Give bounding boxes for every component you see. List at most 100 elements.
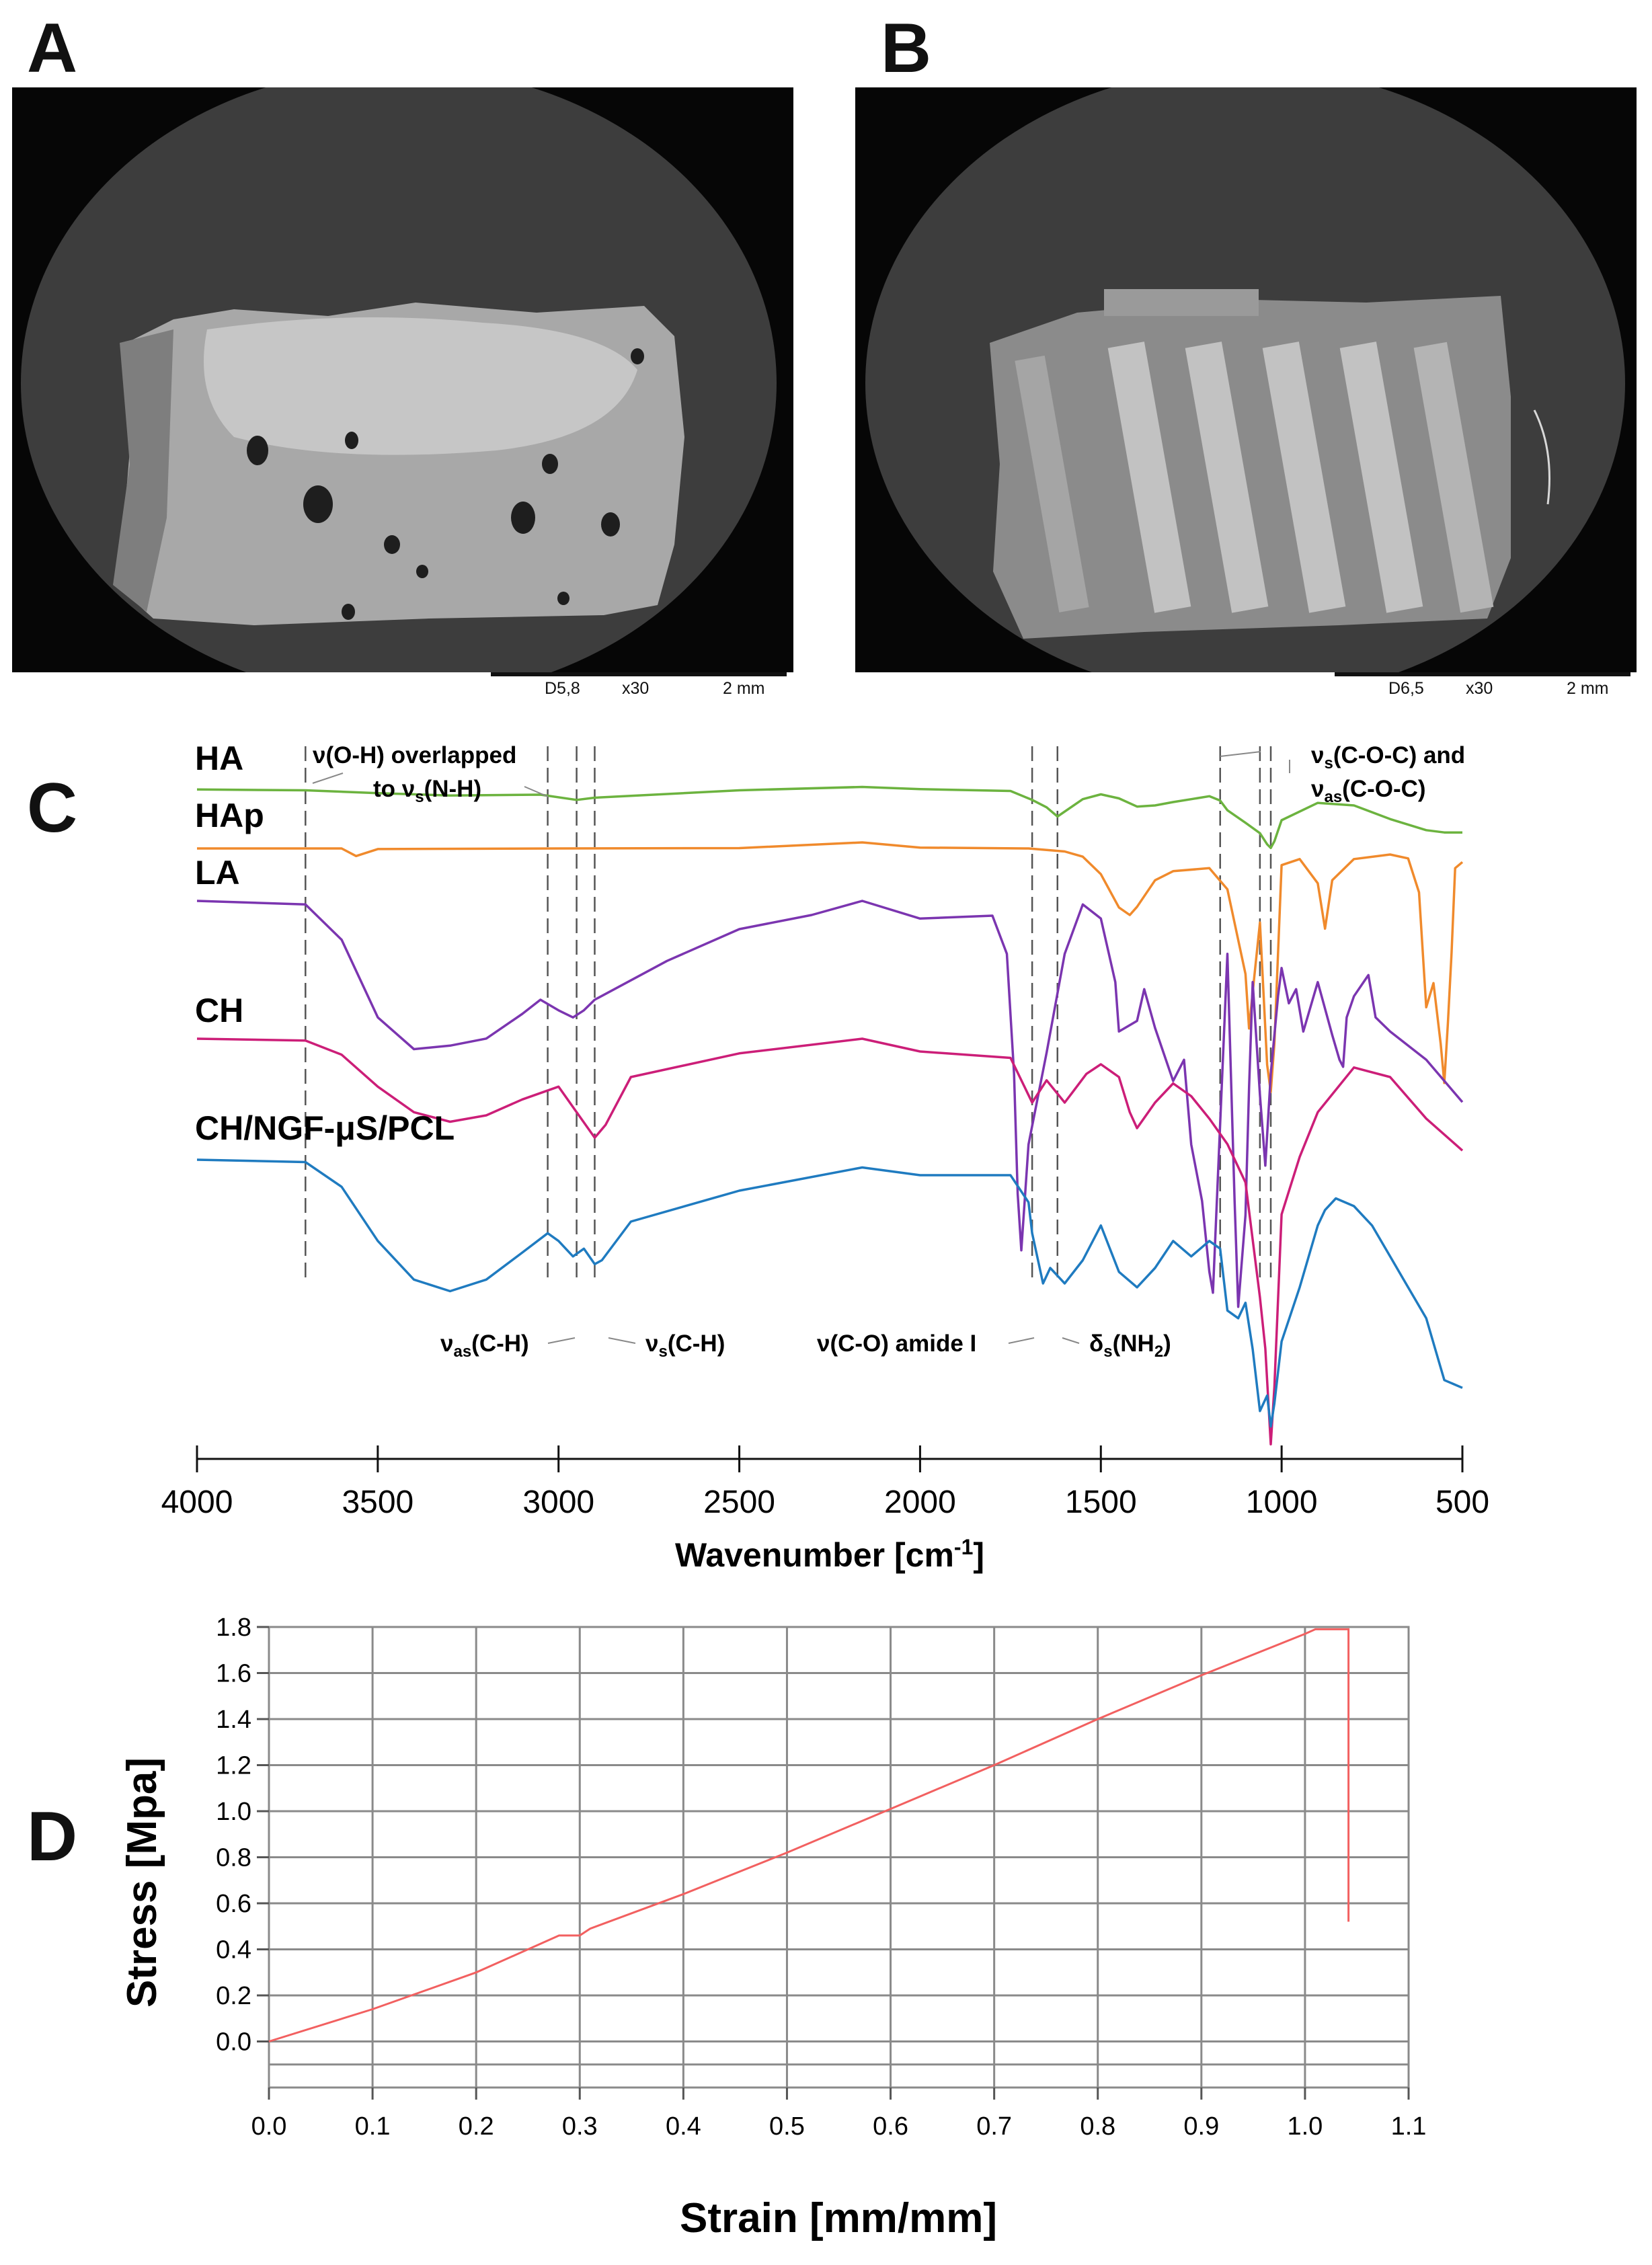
ftir-x-tick-label: 2500 [703, 1484, 775, 1520]
ss-y-tick-label: 0.4 [216, 1936, 251, 1964]
ss-x-tick-label: 0.8 [1080, 2112, 1115, 2141]
series-label-ha: HA [195, 740, 243, 777]
ss-series-line [268, 1628, 1350, 2042]
ss-x-tick-label: 0.4 [666, 2112, 701, 2141]
annotation-ch-s-arrow [608, 1337, 636, 1344]
ftir-xlabel-main: Wavenumber [cm [675, 1536, 954, 1574]
ss-y-tick-label: 0.0 [216, 2028, 251, 2057]
scalebar-b-scale: 2 mm [1567, 679, 1609, 698]
sem-b-art [855, 87, 1637, 672]
annotation-oh-line2-b: (N-H) [424, 776, 482, 802]
ftir-xlabel-sup: -1 [954, 1535, 973, 1559]
annotation-nh2-sub: s [1103, 1343, 1112, 1361]
ss-x-tick-label: 0.3 [562, 2112, 598, 2141]
scalebar-a-code: D5,8 [545, 679, 580, 698]
annotation-ch-as-sub: as [453, 1343, 471, 1361]
ftir-xlabel-end: ] [973, 1536, 984, 1574]
ftir-series-line [196, 1037, 1464, 1446]
scalebar-b-code: D6,5 [1388, 679, 1424, 698]
annotation-coc1-b: (C-O-C) and [1333, 742, 1465, 768]
scalebar-a-bar [491, 672, 787, 676]
panel-label-b: B [881, 9, 932, 87]
series-label-la: LA [195, 854, 240, 891]
ftir-chart: 4000 3500 3000 2500 2000 1500 1000 500 HA HAp L… [161, 740, 1489, 1574]
sem-image-b [855, 87, 1637, 672]
annotation-ch-s: νs(C-H) [645, 1330, 725, 1361]
series-label-ch: CH [195, 992, 243, 1029]
scalebar-a: D5,8 x30 2 mm [491, 672, 787, 698]
annotation-oh-sub: s [415, 788, 424, 806]
ss-x-tick-label: 0.0 [251, 2112, 287, 2141]
ftir-x-tick-label: 500 [1435, 1484, 1489, 1520]
ftir-series-line [196, 900, 1464, 1308]
annotation-coc1-a: ν [1311, 742, 1324, 768]
ftir-x-tick-label: 1000 [1246, 1484, 1318, 1520]
ss-series-group [268, 1628, 1350, 2042]
annotation-nh2-sub2: 2 [1154, 1343, 1163, 1361]
annotation-coc1-sub: s [1324, 754, 1333, 772]
annotation-ch-s-sub: s [658, 1343, 667, 1361]
ss-y-tick-label: 1.4 [216, 1706, 251, 1734]
ss-y-tick-label: 0.2 [216, 1982, 251, 2010]
ftir-series-line [196, 1158, 1463, 1428]
annotation-nh2-a: δ [1089, 1330, 1103, 1357]
annotation-ch-as: νas(C-H) [440, 1330, 529, 1361]
annotation-nh2: δs(NH2) [1089, 1330, 1171, 1361]
scalebar-a-scale: 2 mm [723, 679, 765, 698]
stress-strain-chart: 0.0 0.1 0.2 0.3 0.4 0.5 0.6 0.7 0.8 0.9 1.0 1.1 0.0 0… [119, 1614, 1426, 2241]
annotation-amide-arrow [1008, 1337, 1035, 1344]
ss-x-tick-label: 1.0 [1287, 2112, 1323, 2141]
ss-y-tick-label: 0.8 [216, 1844, 251, 1872]
ftir-x-tick-label: 3000 [522, 1484, 594, 1520]
ss-x-tick-label: 0.2 [459, 2112, 494, 2141]
annotation-amide: ν(C-O) amide I [817, 1330, 976, 1357]
ss-y-tick-label: 1.8 [216, 1614, 251, 1642]
panel-label-a: A [27, 9, 78, 87]
ss-y-axis-label: Stress [Mpa] [119, 1757, 165, 2008]
ftir-series-group [196, 785, 1464, 1446]
ftir-series-line [196, 785, 1462, 850]
annotation-oh-line2: to νs(N-H) [373, 776, 481, 806]
ftir-x-tick-label: 1500 [1065, 1484, 1137, 1520]
sem-image-a [12, 87, 793, 672]
scalebar-a-mag: x30 [622, 679, 650, 698]
series-label-ch-ngf-pcl: CH/NGF-μS/PCL [195, 1109, 455, 1147]
ss-ticks: 0.0 0.1 0.2 0.3 0.4 0.5 0.6 0.7 0.8 0.9 1.0 1.1 0.0 0… [216, 1614, 1426, 2141]
scalebar-b: D6,5 x30 2 mm [1335, 672, 1630, 698]
annotation-coc2-b: (C-O-C) [1342, 776, 1425, 802]
annotation-ch-as-a: ν [440, 1330, 453, 1357]
annotation-oh-arrow-right [524, 786, 549, 797]
annotation-nh2-b: (NH [1113, 1330, 1154, 1357]
ftir-x-tick-label: 4000 [161, 1484, 233, 1520]
annotation-coc-arrow-1 [1220, 751, 1261, 757]
annotation-coc-line2: νas(C-O-C) [1311, 776, 1426, 806]
annotation-ch-as-b: (C-H) [471, 1330, 529, 1357]
annotation-ch-s-b: (C-H) [668, 1330, 725, 1357]
ss-x-tick-label: 0.6 [873, 2112, 908, 2141]
ss-x-axis-label: Strain [mm/mm] [680, 2195, 997, 2241]
ss-grid [268, 1626, 1410, 2088]
ss-y-tick-label: 1.2 [216, 1752, 251, 1780]
ftir-x-ticks: 4000 3500 3000 2500 2000 1500 1000 500 [161, 1445, 1489, 1520]
ss-y-tick-label: 1.6 [216, 1660, 251, 1688]
ftir-x-tick-label: 3500 [342, 1484, 414, 1520]
ss-x-tick-label: 1.1 [1391, 2112, 1427, 2141]
annotation-nh2-c: ) [1163, 1330, 1171, 1357]
annotation-coc2-sub: as [1324, 788, 1342, 806]
annotation-ch-s-a: ν [645, 1330, 658, 1357]
ftir-x-tick-label: 2000 [884, 1484, 956, 1520]
annotation-nh2-arrow [1062, 1337, 1080, 1344]
sem-a-art [12, 87, 793, 672]
ss-x-tick-label: 0.5 [769, 2112, 805, 2141]
annotation-coc-line1: νs(C-O-C) and [1311, 742, 1465, 772]
ss-y-tick-label: 0.6 [216, 1890, 251, 1918]
panel-label-d: D [27, 1798, 78, 1876]
ftir-x-axis-label: Wavenumber [cm-1] [675, 1535, 984, 1574]
annotation-oh-line2-a: to ν [373, 776, 415, 802]
series-label-hap: HAp [195, 797, 264, 834]
ss-x-tick-label: 0.9 [1183, 2112, 1219, 2141]
ss-y-tick-label: 1.0 [216, 1798, 251, 1826]
ftir-reference-lines [305, 746, 1272, 1277]
annotation-oh-line1: ν(O-H) overlapped [313, 742, 516, 768]
scalebar-b-mag: x30 [1466, 679, 1493, 698]
